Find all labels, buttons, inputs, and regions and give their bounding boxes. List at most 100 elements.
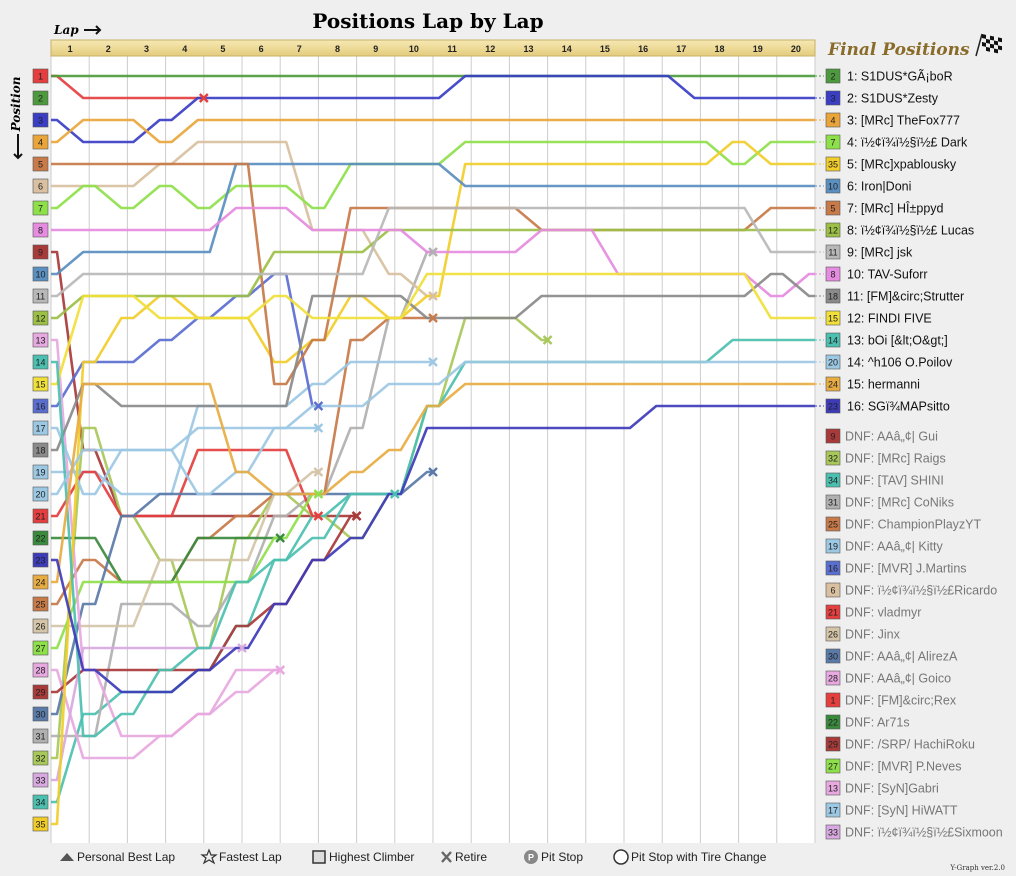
dnf-text: DNF: Ar71s	[845, 716, 910, 730]
legend-pit-tire-icon	[613, 849, 629, 865]
dnf-position-box	[825, 516, 841, 532]
flag-square	[982, 34, 986, 39]
dnf-text: DNF: ï½¢ï¾ï½§ï½£Ricardo	[845, 584, 997, 598]
dnf-grid-number: 26	[828, 630, 838, 640]
final-position-box	[825, 222, 841, 238]
flag-square	[998, 45, 1002, 51]
final-position-box	[825, 288, 841, 304]
dnf-position-box	[825, 714, 841, 730]
start-position-box	[32, 310, 49, 326]
retire-marker	[313, 423, 324, 433]
final-position-text: 11: [FM]&circ;Strutter	[847, 290, 964, 304]
start-position-number: 13	[35, 336, 45, 346]
dnf-position-box	[825, 670, 841, 686]
start-position-number: 28	[35, 666, 45, 676]
legend-retire: Retire	[455, 850, 487, 864]
dnf-position-box	[825, 560, 841, 576]
legend-cross-icon	[441, 851, 452, 863]
lap-number: 15	[600, 44, 610, 54]
start-position-box	[32, 332, 49, 348]
dnf-position-box	[825, 758, 841, 774]
retire-marker	[313, 511, 324, 521]
dnf-text: DNF: [SyN]Gabri	[845, 782, 939, 796]
dnf-text: DNF: ï½¢ï¾ï½§ï½£Sixmoon	[845, 826, 1003, 840]
lap-number: 17	[676, 44, 686, 54]
final-position-text: 14: ^h106 O.Poilov	[847, 356, 953, 370]
dnf-position-box	[825, 648, 841, 664]
final-position-box	[825, 332, 841, 348]
final-grid-number: 20	[828, 358, 838, 368]
dnf-text: DNF: [MRc] Raigs	[845, 452, 946, 466]
legend-personal-best: Personal Best Lap	[77, 850, 175, 864]
start-position-box	[32, 728, 49, 744]
driver-line-9	[51, 206, 815, 298]
final-position-text: 1: S1DUS*GÃ¡boR	[847, 70, 953, 84]
version-label: Y-Graph ver.2.0	[949, 864, 1005, 872]
start-position-number: 6	[38, 182, 43, 192]
start-position-box	[32, 640, 49, 656]
dnf-position-box	[825, 780, 841, 796]
retire-marker	[389, 489, 400, 499]
dnf-text: DNF: [SyN] HiWATT	[845, 804, 958, 818]
lap-number: 12	[485, 44, 495, 54]
final-position-box	[825, 398, 841, 414]
dnf-grid-number: 19	[828, 542, 838, 552]
legend-pit-stop-tire: Pit Stop with Tire Change	[631, 850, 767, 864]
final-grid-number: 23	[828, 402, 838, 412]
final-grid-number: 18	[828, 292, 838, 302]
start-position-number: 27	[35, 644, 45, 654]
final-position-text: 3: [MRc] TheFox777	[847, 114, 960, 128]
final-position-text: 5: [MRc]xpablousky	[847, 158, 957, 172]
start-position-box	[32, 398, 49, 414]
driver-line-15	[51, 382, 815, 584]
lap-number: 10	[409, 44, 419, 54]
legend-square-icon	[312, 850, 326, 864]
start-position-number: 19	[35, 468, 45, 478]
start-position-number: 16	[35, 402, 45, 412]
driver-line-12	[51, 272, 815, 386]
retire-marker	[428, 291, 438, 301]
legend-pit-tire-letter: P	[618, 853, 624, 863]
dnf-grid-number: 21	[828, 608, 838, 618]
retire-marker	[428, 467, 438, 477]
final-position-box	[825, 178, 841, 194]
start-position-number: 5	[38, 160, 43, 170]
retire-marker	[198, 93, 209, 103]
dnf-position-box	[825, 802, 841, 818]
legend-pit-letter: P	[528, 853, 534, 863]
final-position-text: 16: SGï¾MAPsitto	[847, 400, 950, 414]
lap-number: 16	[638, 44, 648, 54]
final-grid-number: 24	[828, 380, 838, 390]
dnf-text: DNF: AAâ„¢| AlirezA	[845, 650, 958, 664]
start-position-number: 20	[35, 490, 45, 500]
start-position-box	[32, 376, 49, 392]
start-position-box	[32, 134, 49, 150]
start-position-box	[32, 200, 49, 216]
start-position-number: 9	[38, 248, 43, 258]
final-positions-title: Final Positions	[827, 40, 970, 60]
final-position-text: 8: ï½¢ï¾ï½§ï½£ Lucas	[847, 224, 974, 238]
final-grid-number: 14	[828, 336, 838, 346]
final-grid-number: 35	[828, 160, 838, 170]
start-position-box	[32, 508, 49, 524]
dnf-position-box	[825, 538, 841, 554]
chart-title: Positions Lap by Lap	[312, 9, 543, 33]
lap-number: 6	[259, 44, 264, 54]
driver-line-6	[51, 162, 815, 276]
retire-marker	[428, 357, 438, 367]
flag-square	[990, 35, 994, 41]
final-position-text: 15: hermanni	[847, 378, 920, 392]
dnf-text: DNF: vladmyr	[845, 606, 921, 620]
driver-line-8	[51, 228, 815, 320]
final-position-box	[825, 244, 841, 260]
start-position-number: 21	[35, 512, 45, 522]
dnf-grid-number: 29	[828, 740, 838, 750]
flag-square	[986, 46, 990, 52]
final-grid-number: 11	[828, 248, 837, 258]
dnf-text: DNF: Jinx	[845, 628, 901, 642]
legend-highest-climber: Highest Climber	[329, 850, 414, 864]
start-position-box	[32, 442, 49, 458]
start-position-box	[32, 420, 49, 436]
legend-fastest-lap: Fastest Lap	[219, 850, 282, 864]
